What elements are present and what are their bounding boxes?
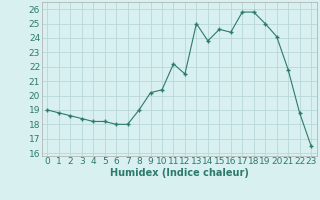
X-axis label: Humidex (Indice chaleur): Humidex (Indice chaleur) <box>110 168 249 178</box>
